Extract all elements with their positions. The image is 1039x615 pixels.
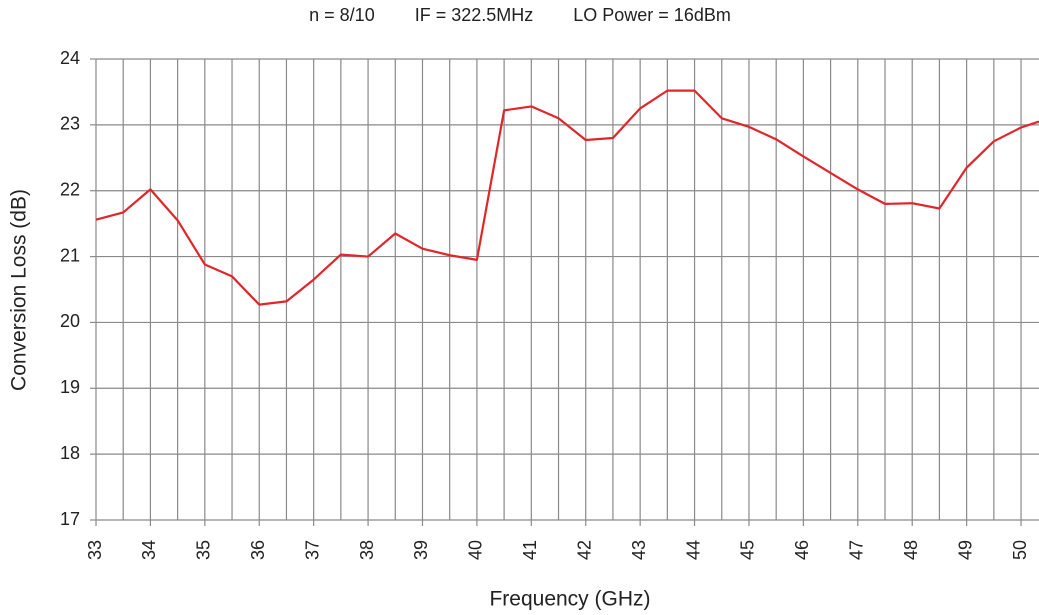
x-tick-label: 38 — [357, 540, 377, 560]
x-axis-label: Frequency (GHz) — [489, 588, 650, 611]
y-tick-label: 18 — [60, 443, 80, 463]
x-tick-label: 49 — [955, 540, 975, 560]
x-tick-label: 48 — [901, 540, 921, 560]
y-tick-label: 24 — [60, 48, 80, 68]
x-tick-label: 42 — [574, 540, 594, 560]
y-tick-label: 20 — [60, 311, 80, 331]
x-tick-label: 36 — [248, 540, 268, 560]
x-tick-label: 33 — [85, 540, 105, 560]
x-tick-label: 43 — [629, 540, 649, 560]
y-tick-label: 22 — [60, 179, 80, 199]
data-line — [95, 89, 1039, 306]
x-tick-label: 47 — [847, 540, 867, 560]
x-tick-label: 35 — [194, 540, 214, 560]
y-tick-label: 17 — [60, 509, 80, 529]
chart-title: n = 8/10 IF = 322.5MHz LO Power = 16dBm — [309, 5, 731, 25]
x-tick-label: 37 — [302, 540, 322, 560]
x-tick-label: 40 — [466, 540, 486, 560]
y-axis-label: Conversion Loss (dB) — [8, 189, 31, 391]
x-tick-label: 46 — [792, 540, 812, 560]
y-tick-label: 21 — [60, 245, 80, 265]
y-tick-label: 19 — [60, 377, 80, 397]
x-tick-label: 34 — [139, 540, 159, 560]
x-tick-label: 45 — [738, 540, 758, 560]
y-tick-label: 23 — [60, 114, 80, 134]
x-tick-label: 44 — [683, 540, 703, 560]
x-tick-label: 50 — [1010, 540, 1030, 560]
x-tick-label: 39 — [411, 540, 431, 560]
x-tick-label: 41 — [520, 540, 540, 560]
